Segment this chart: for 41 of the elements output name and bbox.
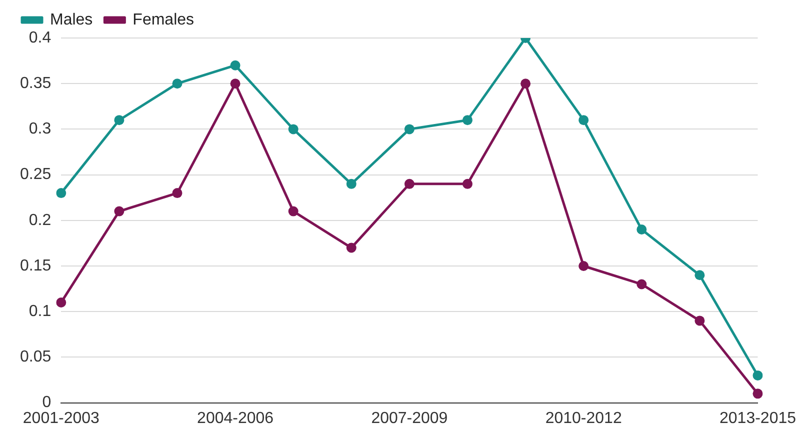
point <box>404 178 414 189</box>
point <box>288 124 298 134</box>
y-tick-label: 0.35 <box>20 75 52 92</box>
point <box>462 178 472 189</box>
point <box>56 297 66 308</box>
x-tick-label: 2007-2009 <box>371 410 448 427</box>
x-tick-label: 2013-2015 <box>719 410 796 427</box>
point <box>172 188 182 198</box>
point <box>56 188 66 198</box>
point <box>694 316 705 326</box>
point <box>230 78 240 89</box>
point <box>172 78 182 89</box>
y-tick-label: 0.2 <box>28 212 52 229</box>
y-tick-label: 0.05 <box>20 348 52 366</box>
y-tick-label: 0.15 <box>20 257 52 274</box>
y-tick-label: 0.1 <box>28 303 52 320</box>
point <box>114 115 124 126</box>
point <box>636 279 647 290</box>
y-tick-label: 0.3 <box>28 120 52 138</box>
point <box>578 261 589 271</box>
point <box>694 270 705 280</box>
y-tick-label: 0.4 <box>28 29 52 46</box>
point <box>462 115 472 126</box>
point <box>404 124 414 134</box>
point <box>346 242 356 253</box>
legend-label: Males <box>50 11 93 28</box>
x-tick-label: 2001-2003 <box>22 410 100 427</box>
point <box>230 60 240 70</box>
legend-label: Females <box>132 11 194 28</box>
point <box>346 178 356 189</box>
point <box>288 206 298 216</box>
point <box>636 224 647 235</box>
x-tick-label: 2010-2012 <box>545 410 622 427</box>
y-tick-label: 0 <box>42 394 52 412</box>
point <box>578 115 589 126</box>
x-tick-label: 2004-2006 <box>197 410 274 427</box>
point <box>520 78 531 89</box>
point <box>752 370 763 380</box>
y-tick-label: 0.25 <box>20 166 52 184</box>
point <box>114 206 124 216</box>
point <box>752 388 763 399</box>
